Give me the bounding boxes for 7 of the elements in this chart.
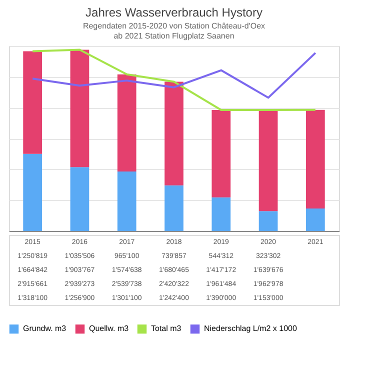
legend-label: Total m3	[151, 324, 182, 334]
text: Jahres Wasserverbrauch Hystory	[86, 6, 262, 20]
legend-label: Grundw. m3	[23, 324, 67, 334]
text: ab 2021 Station Flugplatz Saanen	[114, 32, 234, 40]
text: Regendaten 2015-2020 von Station Château-d'Oex	[82, 22, 266, 30]
legend-label: Niederschlag L/m2 x 1000	[204, 324, 298, 334]
legend-label: Quellw. m3	[89, 324, 130, 334]
